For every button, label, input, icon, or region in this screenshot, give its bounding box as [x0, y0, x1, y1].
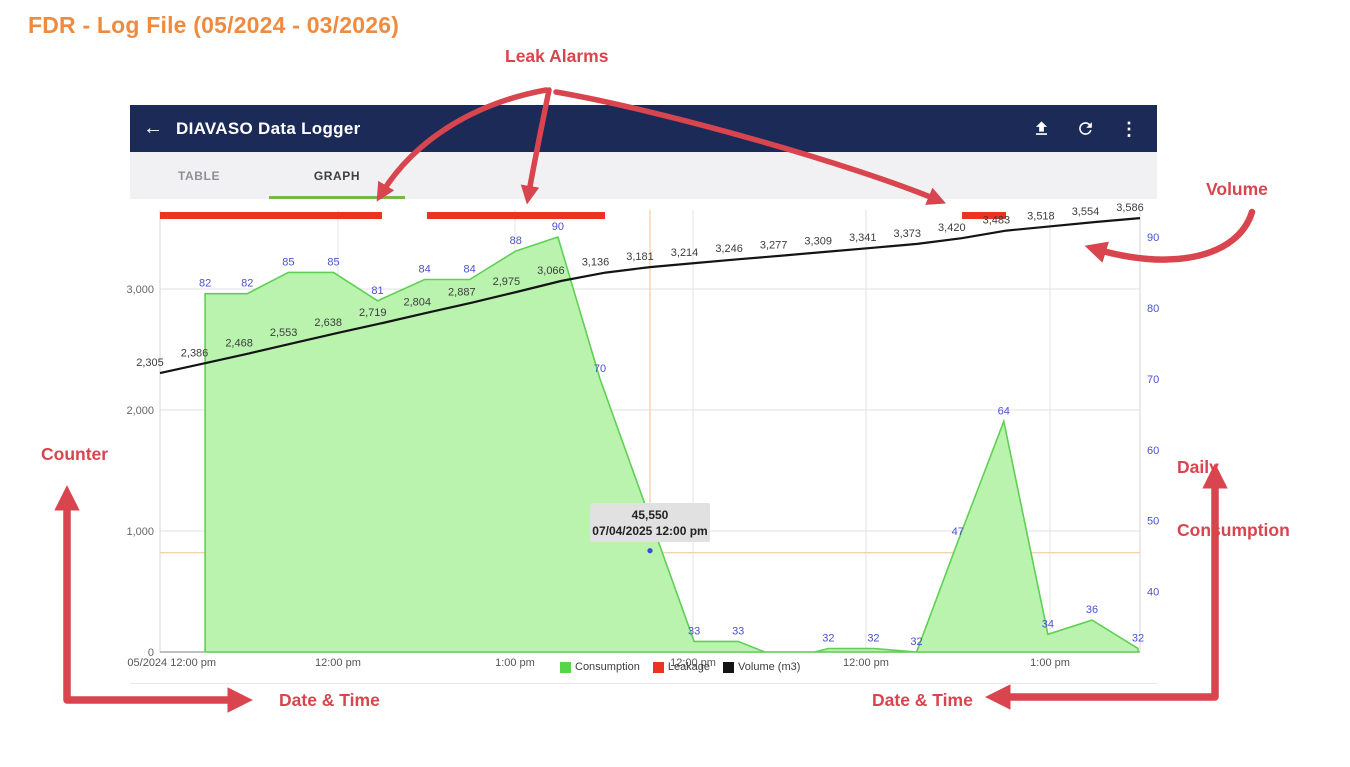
date-time-label-left: Date & Time — [279, 690, 380, 710]
daily-consumption-line1: Daily — [1177, 457, 1219, 477]
legend-swatch — [723, 661, 735, 673]
volume-label: Volume — [1206, 179, 1268, 199]
legend-item: Volume (m3) — [723, 661, 800, 673]
app-window: ← DIAVASO Data Logger ⋮ TABLE GRAPH — [130, 105, 1157, 684]
refresh-icon[interactable] — [1075, 119, 1095, 139]
tab-graph[interactable]: GRAPH — [268, 152, 406, 199]
tab-graph-label: GRAPH — [313, 168, 361, 183]
daily-consumption-line2: Consumption — [1177, 520, 1290, 540]
app-title: DIAVASO Data Logger — [176, 118, 361, 138]
tab-bar: TABLE GRAPH — [130, 152, 1157, 199]
upload-icon[interactable] — [1031, 119, 1051, 139]
legend-swatch — [560, 661, 571, 673]
date-time-label-right: Date & Time — [872, 690, 973, 710]
legend-label: Leakage — [667, 661, 711, 673]
daily-consumption-label: Daily Consumption — [1177, 415, 1290, 562]
legend-swatch — [652, 661, 664, 673]
active-tab-indicator — [269, 196, 405, 199]
page-title: FDR - Log File (05/2024 - 03/2026) — [28, 12, 400, 38]
legend-item: Consumption — [560, 661, 640, 673]
counter-label: Counter — [41, 444, 109, 464]
legend-item: Leakage — [652, 661, 711, 673]
leak-alarms-label: Leak Alarms — [505, 46, 609, 66]
back-arrow-icon[interactable]: ← — [143, 117, 163, 139]
tab-table[interactable]: TABLE — [177, 168, 221, 183]
legend-label: Consumption — [575, 661, 640, 673]
overflow-menu-icon[interactable]: ⋮ — [1120, 118, 1138, 139]
legend-label: Volume (m3) — [738, 661, 801, 673]
appbar-actions: ⋮ — [1031, 119, 1157, 139]
chart-legend: Consumption Leakage Volume (m3) — [560, 661, 800, 673]
app-header: ← DIAVASO Data Logger ⋮ — [130, 105, 1157, 152]
